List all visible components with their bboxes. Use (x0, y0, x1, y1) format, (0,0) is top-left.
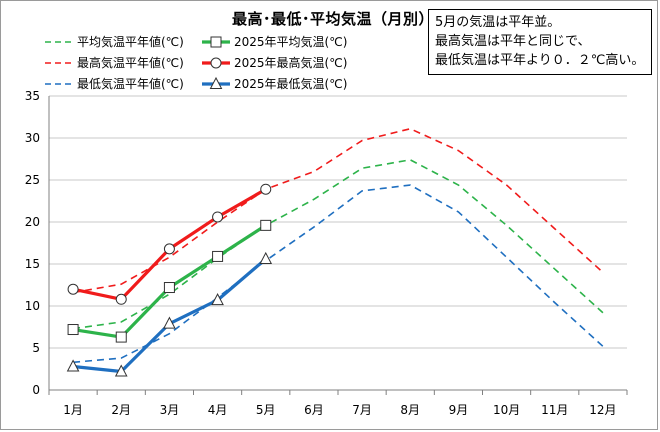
x-tick-label: 1月 (63, 403, 83, 417)
series-line-avg_normal (72, 159, 604, 330)
x-tick-label: 7月 (352, 403, 372, 417)
x-tick-label: 4月 (208, 403, 228, 417)
series-line-min_2025 (72, 257, 267, 374)
y-tick-label: 35 (25, 89, 40, 103)
y-tick-label: 30 (25, 131, 40, 145)
data-point-max_2025 (67, 283, 79, 295)
note-box: 5月の気温は平年並。 最高気温は平年と同じで、 最低気温は平年より０．２℃高い。 (428, 9, 652, 75)
legend-marker (210, 57, 222, 69)
legend-label: 2025年最高気温(℃) (234, 55, 347, 70)
legend-label: 最高気温平年値(℃) (77, 55, 184, 70)
data-point-max_2025 (212, 211, 224, 223)
series-line-max_normal (72, 127, 604, 294)
x-tick-label: 2月 (111, 403, 131, 417)
x-tick-label: 12月 (589, 403, 616, 417)
note-line-3: 最低気温は平年より０．２℃高い。 (435, 53, 645, 68)
data-point-min_2025 (211, 293, 224, 306)
y-tick-label: 15 (25, 257, 40, 271)
legend-label: 2025年平均気温(℃) (234, 34, 347, 49)
data-point-max_2025 (115, 293, 127, 305)
y-tick-label: 10 (25, 299, 40, 313)
data-point-avg_2025 (67, 324, 79, 336)
data-point-min_2025 (163, 316, 176, 329)
x-tick-label: 8月 (400, 403, 420, 417)
x-tick-label: 10月 (493, 403, 520, 417)
data-point-avg_2025 (212, 250, 224, 262)
x-tick-label: 11月 (541, 403, 568, 417)
series-line-min_normal (73, 184, 604, 364)
y-tick-label: 5 (32, 341, 40, 355)
data-point-avg_2025 (163, 282, 175, 294)
data-point-max_2025 (163, 243, 175, 255)
data-point-min_2025 (259, 251, 273, 264)
data-point-max_2025 (260, 183, 272, 195)
x-tick-label: 9月 (449, 403, 469, 417)
y-tick-label: 25 (25, 173, 40, 187)
x-tick-label: 3月 (160, 403, 180, 417)
x-tick-label: 6月 (304, 403, 324, 417)
y-tick-label: 0 (32, 383, 40, 397)
legend-marker (210, 36, 222, 48)
legend-label: 最低気温平年値(℃) (77, 76, 184, 91)
legend-marker (209, 76, 223, 89)
data-point-min_2025 (66, 359, 80, 372)
note-line-2: 最高気温は平年と同じで、 (435, 34, 591, 49)
y-tick-label: 20 (25, 215, 40, 229)
data-point-avg_2025 (260, 219, 272, 231)
x-tick-label: 5月 (256, 403, 276, 417)
note-line-1: 5月の気温は平年並。 (435, 15, 561, 30)
legend-label: 平均気温平年値(℃) (77, 34, 184, 49)
data-point-min_2025 (114, 364, 128, 377)
legend-label: 2025年最低気温(℃) (234, 76, 347, 91)
chart-title: 最高･最低･平均気温（月別） (232, 10, 435, 28)
data-point-avg_2025 (115, 331, 127, 343)
